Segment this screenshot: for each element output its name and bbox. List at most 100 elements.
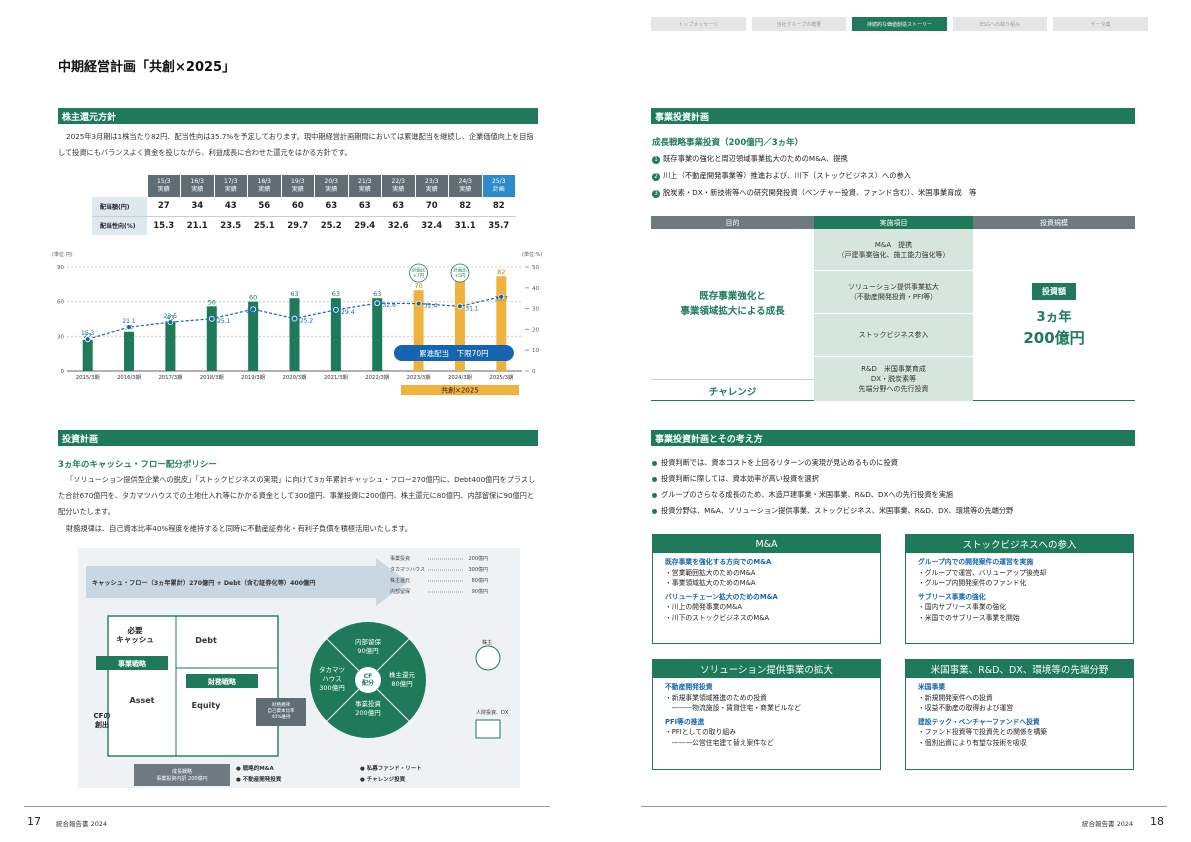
card-line: ・営業範囲拡大のためのM&A	[665, 568, 756, 577]
dividend-chart: (単位:円) (単位:%) 0 30 60 90 0 10 20 30 40 50 共創×2025 27 2…	[52, 251, 542, 395]
card-title: 米国事業、R&D、DX、環境等の先端分野	[906, 660, 1133, 678]
annotation-bubble	[409, 263, 428, 283]
payout-cell: 32.4	[421, 220, 443, 231]
legend-value: 300億円	[468, 566, 488, 573]
nav-tab-3[interactable]: ESGへの取り組み	[952, 17, 1048, 31]
debt-label: Debt	[195, 636, 217, 645]
nav-tab-1[interactable]: 当社グループの概要	[751, 17, 847, 31]
card-line: ・川上の開発事業のM&A	[665, 603, 742, 611]
year-header: 19/3 実績	[281, 175, 315, 197]
legend-value: 90億円	[472, 588, 488, 595]
page-number-left: 17	[27, 815, 41, 828]
payout-value-label: 32.6	[383, 302, 397, 309]
dividend-bar	[496, 276, 507, 371]
x-tick-label: 2025/3期	[489, 374, 513, 381]
policy-bullet: 投資分野は、M&A、ソリューション提供事業、ストックビジネス、米国事業、R&D、…	[652, 503, 1013, 519]
left-unit: (単位:円)	[52, 251, 73, 258]
payout-value-label: 21.1	[122, 318, 136, 325]
x-tick-label: 2022/3期	[365, 374, 389, 381]
dividend-cell: 63	[381, 197, 415, 217]
card-title: ストックビジネスへの参入	[906, 535, 1133, 553]
dividend-table: 15/3 実績 16/3 実績 17/3 実績 18/3 実績 19/3 実績 20/3 実績 21/3…	[92, 175, 516, 235]
card-line: ・グループ内開発案件のファンド化	[918, 579, 1027, 587]
payout-value-label: 31.1	[465, 305, 479, 312]
dividend-cell: 70	[415, 197, 449, 217]
fin-strategy: 財務戦略	[207, 677, 237, 686]
nav-tab-4[interactable]: データ集	[1053, 17, 1148, 31]
payout-cell: 25.1	[253, 220, 275, 231]
payout-cell: 29.4	[354, 220, 376, 231]
col-header-items: 実施項目	[814, 216, 973, 229]
hr-dx: 人財投資、DX	[476, 709, 509, 716]
bar-value-label: 43	[166, 313, 174, 321]
policy-text: グループのさらなる成長のため、木造戸建事業・米国事業、R&D、DXへの先行投資を…	[661, 490, 954, 499]
card-line: ・国内サブリース事業の強化	[918, 603, 1007, 611]
right-tick: 50	[532, 265, 539, 271]
card-line: 建設テック・ベンチャーファンドへ投資	[918, 717, 1040, 726]
card-line: ———公営住宅建て替え案件など	[665, 738, 774, 747]
number-badge: 3	[652, 190, 660, 198]
growth-item-text: 既存事業の強化と周辺領域事業拡大のためのM&A、提携	[663, 154, 848, 163]
investment-table: 目的 実施項目 投資規模 既存事業強化と 事業領域拡大による成長 チャレンジ M…	[651, 216, 1135, 401]
policy-text: 投資分野は、M&A、ソリューション提供事業、ストックビジネス、米国事業、R&D、…	[661, 506, 1014, 515]
payout-cell: 23.5	[220, 220, 242, 231]
card-line: バリューチェーン拡大のためのM&A	[665, 592, 778, 601]
callout-box	[393, 345, 514, 361]
card-line: 米国事業	[918, 683, 946, 691]
section-title-dividend: 株主還元方針	[58, 108, 538, 124]
legend-label: 内部留保	[390, 588, 410, 595]
card-line: ・ファンド投資等で投資先との関係を構築	[918, 728, 1048, 736]
strategy-card: 米国事業、R&D、DX、環境等の先端分野 米国事業 ・新規開発案件への投資 ・収益不動…	[905, 659, 1134, 770]
left-tick: 30	[57, 334, 64, 340]
payout-point	[374, 300, 381, 307]
payout-cell: 31.1	[454, 220, 476, 231]
left-tick: 60	[57, 300, 64, 306]
year-header: 20/3 実績	[314, 175, 349, 197]
x-tick-label: 2023/3期	[407, 374, 431, 381]
annotation-text: 計画比+7円	[412, 267, 426, 280]
fin-strategy-box	[186, 674, 258, 688]
payout-value-label: 32.4	[424, 303, 438, 310]
payout-point	[126, 324, 132, 331]
policy-bullet: 投資判断に際しては、資本効率が高い投資を選択	[652, 471, 819, 487]
payout-cell: 15.3	[153, 220, 175, 231]
year-header: 15/3 実績	[147, 175, 181, 197]
right-tick: 30	[532, 307, 539, 313]
card-line: 既存事業を強化する方向でのM&A	[665, 558, 772, 566]
policy-text: 投資判断では、資本コストを上回るリターンの実現が見込めるものに投資	[661, 458, 898, 467]
number-badge: 1	[652, 156, 660, 164]
payout-value-label: 29.4	[341, 309, 355, 316]
card-line: PFI等の推進	[665, 717, 705, 726]
dividend-cell: 43	[214, 197, 248, 217]
growth-item: 1 既存事業の強化と周辺領域事業拡大のためのM&A、提携	[652, 151, 848, 167]
card-line: ———物流施設・賃貸住宅・商業ビルなど	[665, 704, 801, 712]
legend-value: 80億円	[472, 577, 488, 584]
dividend-cell: 60	[281, 197, 315, 217]
footer-rule-left	[24, 806, 550, 807]
strategy-card: ストックビジネスへの参入 グループ内での開発案件の運営を実施 ・グループで運営、バリ…	[905, 534, 1134, 644]
payout-cell: 35.7	[488, 220, 510, 231]
card-line: サブリース事業の強化	[918, 592, 986, 601]
investment-amount: 200億円	[1023, 328, 1085, 347]
cf-policy-heading: 3ヵ年のキャッシュ・フロー配分ポリシー	[58, 460, 217, 470]
payout-point	[457, 303, 463, 310]
strategy-card: M&A 既存事業を強化する方向でのM&A ・営業範囲拡大のためのM&A ・事業領域拡大…	[652, 534, 881, 644]
blank	[92, 175, 148, 197]
footer-text-right: 統合報告書 2024	[1082, 820, 1134, 828]
payout-value-label: 23.5	[164, 313, 178, 320]
top-nav: トップメッセージ 当社グループの概要 持続的な価値創造ストーリー ESGへの取り組みデ…	[651, 17, 1148, 31]
cf-policy-paragraph: 「ソリューション提供型企業への脱皮」「ストックビジネスの実現」に向けて3ヵ年累計…	[58, 475, 536, 516]
nav-tab-2[interactable]: 持続的な価値創造ストーリー	[852, 17, 947, 31]
payout-point	[250, 306, 257, 313]
payout-cell: 25.2	[320, 220, 342, 231]
breakdown-item: ● 私募ファンド・リート	[360, 764, 422, 772]
growth-item: 2 川上（不動産開発事業等）推進および、川下（ストックビジネス）への参入	[652, 168, 911, 184]
dividend-bar	[330, 298, 341, 371]
payout-cell: 21.1	[186, 220, 208, 231]
payout-value-label: 25.1	[217, 318, 231, 325]
dividend-bar	[248, 301, 259, 371]
payout-value-label: 35.7	[495, 296, 509, 303]
nav-tab-0[interactable]: トップメッセージ	[651, 17, 746, 31]
bar-value-label: 56	[208, 298, 216, 306]
investment-badge: 投資額	[1032, 282, 1076, 300]
